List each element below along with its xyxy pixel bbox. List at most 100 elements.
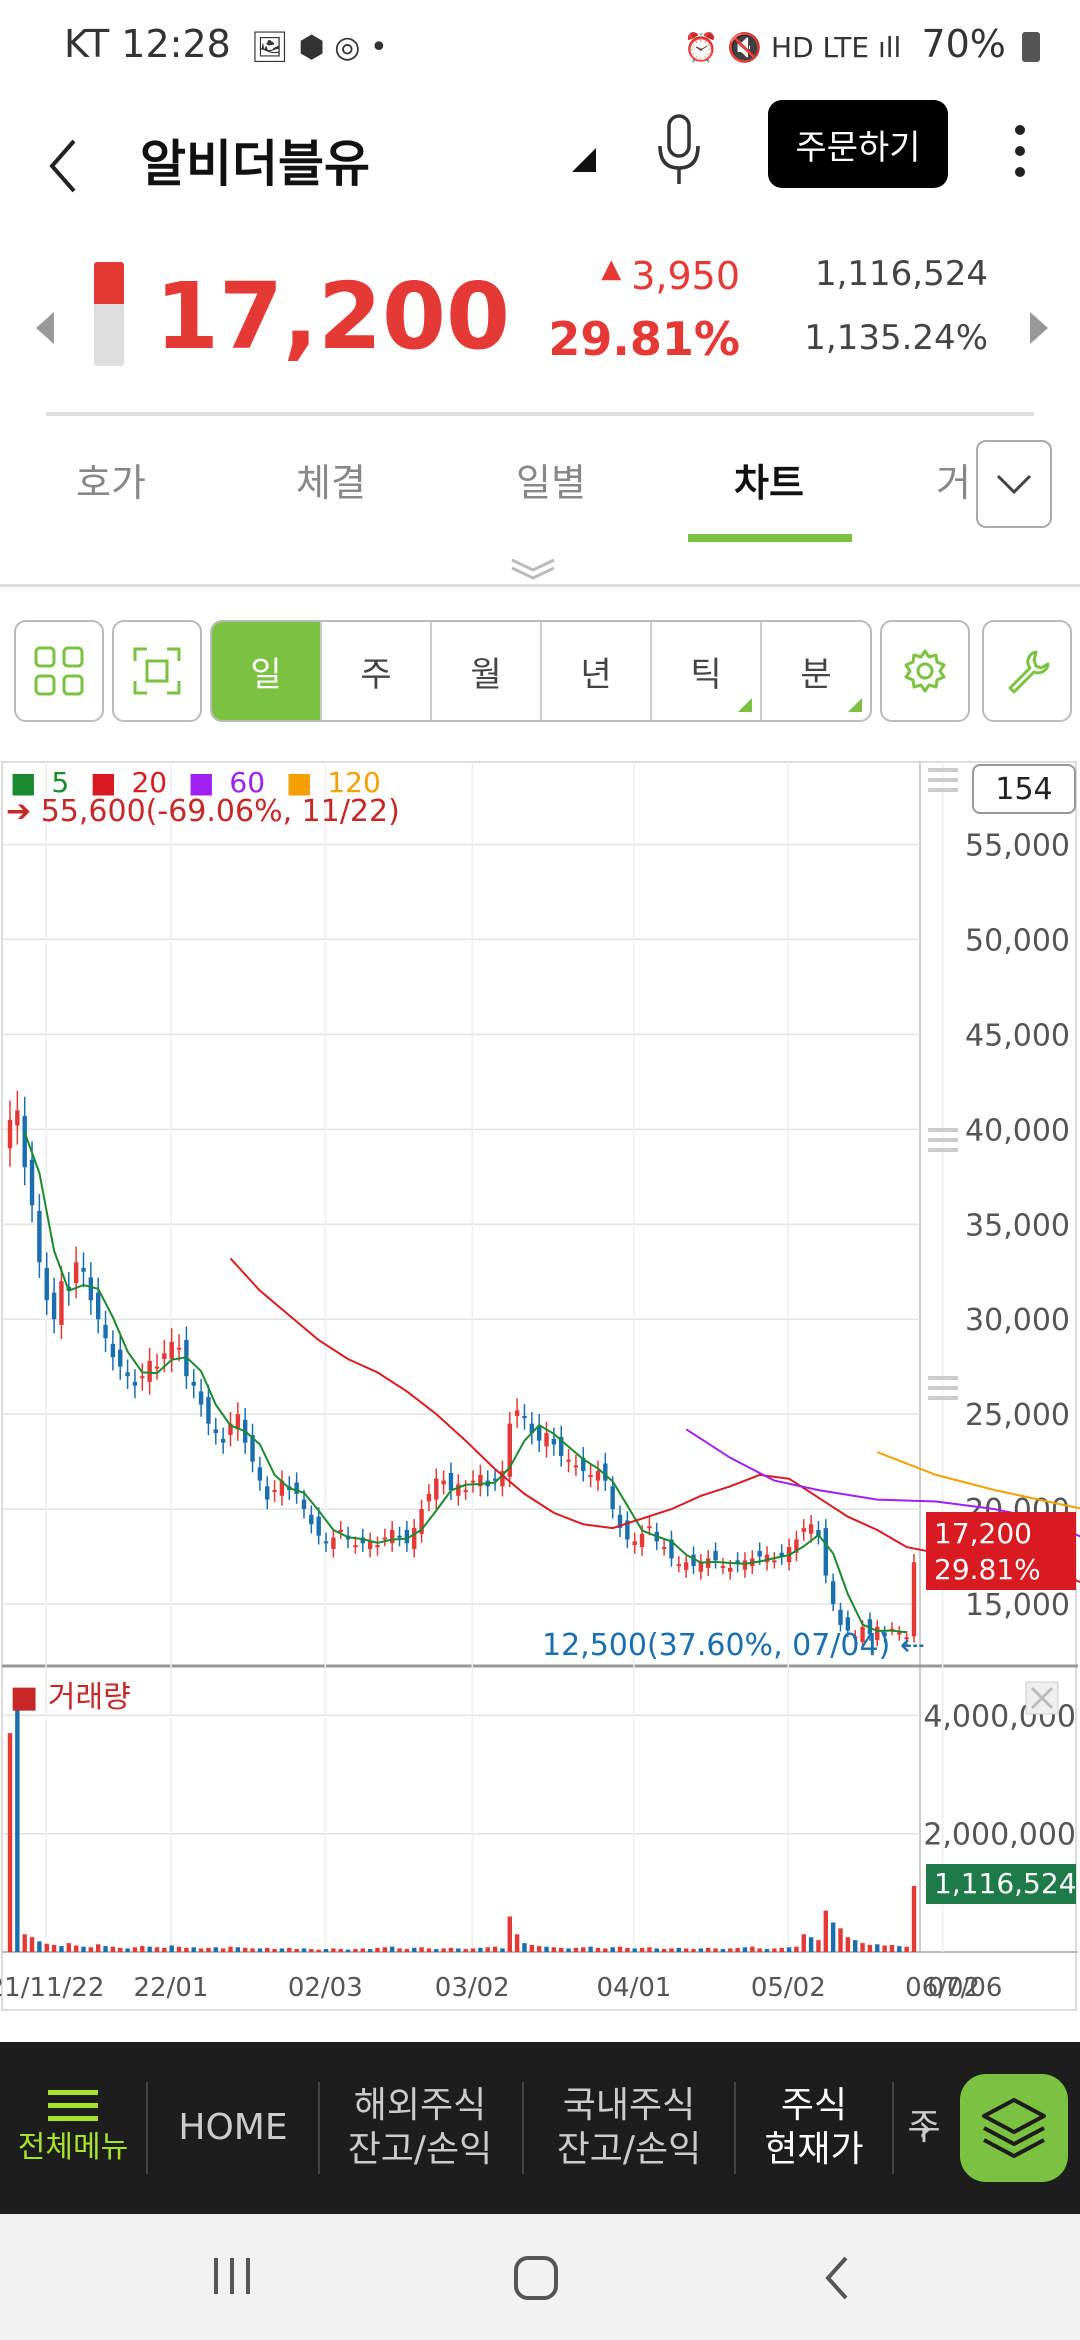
volume-bar [713, 1948, 718, 1952]
ma120-legend: ■ 120 [285, 766, 381, 799]
candle-body [294, 1482, 299, 1494]
tab-partial[interactable]: 거 [936, 461, 971, 505]
candle-body [191, 1381, 196, 1386]
system-navigation [0, 2214, 1080, 2340]
candle-body [764, 1554, 770, 1563]
chart-toolbar: 일 주 월 년 틱 분 [0, 618, 1080, 724]
candle-body [544, 1433, 549, 1447]
back-nav-icon[interactable] [822, 2254, 852, 2302]
period-year[interactable]: 년 [542, 622, 652, 720]
volume-bar [456, 1948, 461, 1952]
volume-bar [412, 1947, 417, 1952]
volume-legend-label: 거래량 [47, 1680, 131, 1715]
volume-bar [625, 1947, 630, 1952]
volume-tag: 1,116,524 [926, 1864, 1077, 1904]
volume-bar [132, 1947, 138, 1952]
tab-chart[interactable]: 차트 [734, 461, 804, 505]
home-nav-icon[interactable] [512, 2254, 560, 2302]
volume-bar [470, 1948, 476, 1952]
all-menu-button[interactable]: 전체메뉴 [0, 2042, 146, 2214]
domestic-balance-button[interactable]: 국내주식 잔고/손익 [524, 2042, 734, 2214]
candle-body [301, 1499, 307, 1510]
candle-body [404, 1529, 410, 1544]
scroll-right-icon[interactable]: › [918, 2108, 933, 2149]
next-menu-partial[interactable]: 주 [894, 2042, 954, 2214]
volume-bar [323, 1949, 329, 1952]
volume-bar [669, 1948, 674, 1952]
period-month[interactable]: 월 [432, 622, 542, 720]
pane-menu-icon [928, 1148, 958, 1152]
layout-grid-button[interactable] [14, 620, 104, 722]
stock-chart[interactable]: 55,000 50,000 45,000 40,000 35,000 30,000 25,0… [0, 756, 1080, 2016]
home-button[interactable]: HOME [148, 2042, 318, 2214]
microphone-icon[interactable] [650, 110, 708, 190]
home-label: HOME [178, 2107, 288, 2148]
left-arrow-icon: ⇠ [890, 1628, 925, 1663]
dropdown-triangle-icon[interactable] [568, 144, 598, 174]
current-line2: 현재가 [764, 2129, 864, 2170]
volume-bar [367, 1949, 373, 1952]
fullscreen-icon [133, 647, 181, 695]
expand-tabs-button[interactable] [976, 440, 1052, 528]
volume-bar [683, 1948, 689, 1952]
candle-count-box[interactable]: 154 [972, 764, 1076, 814]
domestic-line1: 국내주식 [562, 2085, 696, 2126]
y-tick-label: 15,000 [965, 1588, 1070, 1623]
separator [318, 2082, 320, 2174]
volume-bar [661, 1949, 667, 1952]
collapse-chevron-icon[interactable] [508, 556, 558, 582]
more-options-icon[interactable] [1010, 116, 1030, 186]
tab-daily[interactable]: 일별 [516, 461, 586, 505]
candle-body [463, 1490, 468, 1493]
volume-bar [404, 1949, 410, 1952]
volume-bar [250, 1948, 255, 1952]
volume-bar [654, 1948, 659, 1952]
price-tag-percent: 29.81% [934, 1553, 1041, 1586]
volume-bar [595, 1947, 601, 1952]
back-arrow-icon[interactable] [40, 121, 90, 211]
candle-body [456, 1484, 461, 1496]
candle-body [360, 1537, 365, 1544]
ma60-legend-label: 60 [229, 766, 266, 799]
candle-body [735, 1560, 740, 1565]
volume-bar [140, 1946, 145, 1952]
prev-stock-icon[interactable] [32, 308, 56, 348]
candle-body [845, 1617, 851, 1631]
status-bar: KT 12:28 🖼 ⬢ ◎ • ⏰ 🔇 HD LTE ıll 70% [0, 0, 1080, 96]
active-tab-indicator [688, 534, 852, 542]
ma5-legend: ■ 5 [10, 766, 70, 799]
volume-bar [706, 1947, 711, 1952]
next-stock-icon[interactable] [1028, 308, 1052, 348]
candle-body [95, 1292, 101, 1320]
period-day[interactable]: 일 [212, 622, 322, 720]
overseas-line2: 잔고/손익 [347, 2129, 493, 2170]
candle-body [235, 1414, 241, 1430]
submenu-corner-icon [848, 698, 862, 712]
gear-icon [904, 649, 946, 693]
volume-bar [301, 1948, 307, 1952]
tab-trades[interactable]: 체결 [296, 461, 366, 505]
candle-body [103, 1324, 108, 1339]
settings-button[interactable] [880, 620, 970, 722]
pane-menu-icon [928, 1138, 958, 1142]
candle-body [507, 1423, 512, 1477]
period-week[interactable]: 주 [322, 622, 432, 720]
stock-name[interactable]: 알비더블유 [140, 135, 370, 193]
tools-button[interactable] [982, 620, 1072, 722]
candle-body [595, 1471, 601, 1481]
recent-apps-icon[interactable] [210, 2254, 254, 2298]
chart-area[interactable]: 55,000 50,000 45,000 40,000 35,000 30,000 25,0… [0, 756, 1080, 2016]
volume-bar [220, 1948, 226, 1952]
current-price-button[interactable]: 주식 현재가 [736, 2042, 892, 2214]
fullscreen-button[interactable] [112, 620, 202, 722]
layers-button[interactable] [960, 2074, 1068, 2182]
overseas-balance-button[interactable]: 해외주식 잔고/손익 [320, 2042, 520, 2214]
volume-bar [772, 1948, 777, 1952]
order-button[interactable]: 주문하기 [768, 100, 948, 188]
candle-body [389, 1529, 395, 1544]
clock: 12:28 [121, 22, 231, 66]
tab-orderbook[interactable]: 호가 [76, 461, 146, 505]
period-minute[interactable]: 분 [762, 622, 870, 720]
period-tick[interactable]: 틱 [652, 622, 762, 720]
candle-body [588, 1474, 593, 1477]
